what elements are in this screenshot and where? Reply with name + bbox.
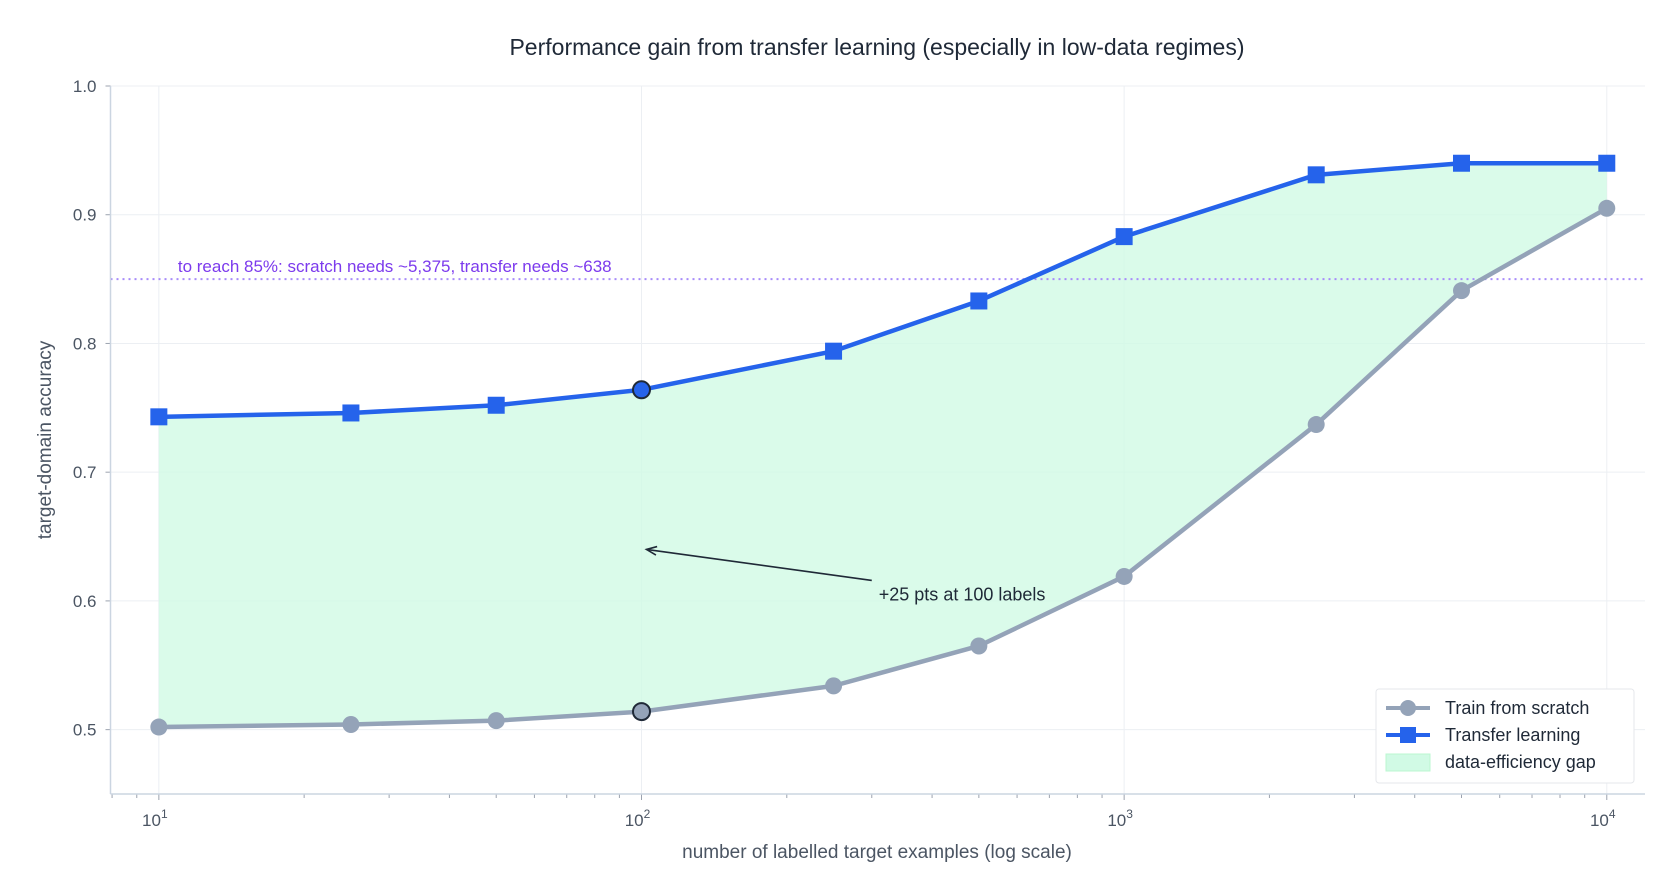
y-tick-label: 0.8 <box>73 334 97 353</box>
transfer-point <box>150 408 168 426</box>
x-tick-label: 102 <box>625 807 651 830</box>
transfer-point <box>1307 166 1325 184</box>
legend-transfer-label: Transfer learning <box>1445 725 1580 745</box>
annotation-arrow <box>646 548 872 582</box>
scratch-point <box>1452 282 1470 300</box>
series-line-transfer <box>158 160 1607 420</box>
y-tick-label: 0.7 <box>73 463 97 482</box>
highlight-marker <box>631 702 651 722</box>
scratch-point <box>342 715 360 733</box>
annotation-arrowhead <box>644 545 658 556</box>
scratch-point <box>487 712 505 730</box>
transfer-point <box>1115 228 1133 246</box>
x-tick-label: 104 <box>1590 807 1616 830</box>
y-axis-label: target-domain accuracy <box>35 340 56 539</box>
x-tick-label: 103 <box>1107 807 1133 830</box>
transfer-point <box>342 404 360 422</box>
transfer-point <box>825 342 843 360</box>
legend-box <box>1375 688 1635 784</box>
scratch-point <box>150 718 168 736</box>
series-layer <box>150 154 1616 736</box>
transfer-point <box>1452 154 1470 172</box>
chart-title: Performance gain from transfer learning … <box>509 34 1244 60</box>
scratch-point <box>825 677 843 695</box>
reference-line-label: to reach 85%: scratch needs ~5,375, tran… <box>178 257 612 276</box>
series-line-scratch <box>158 206 1608 730</box>
scratch-point <box>970 637 988 655</box>
transfer-point <box>1598 154 1616 172</box>
annotation: +25 pts at 100 labels <box>644 545 1046 604</box>
highlight-marker <box>631 380 651 400</box>
legend-gap-label: data-efficiency gap <box>1445 752 1596 772</box>
legend-scratch-label: Train from scratch <box>1445 698 1589 718</box>
x-tick-label: 101 <box>142 807 168 830</box>
data-efficiency-gap-fill <box>158 163 1607 728</box>
axes: 0.5 0.6 0.7 0.8 0.9 1.0 101 102 103 104 <box>73 77 1645 830</box>
transfer-point <box>970 292 988 310</box>
y-tick-label: 0.9 <box>73 206 97 225</box>
legend-transfer-marker <box>1400 727 1416 743</box>
x-axis-label: number of labelled target examples (log … <box>682 842 1072 863</box>
y-tick-label: 0.6 <box>73 592 97 611</box>
annotation-text: +25 pts at 100 labels <box>879 584 1046 604</box>
transfer-point <box>487 396 505 414</box>
legend-scratch-marker <box>1400 700 1416 716</box>
y-tick-label: 1.0 <box>73 77 97 96</box>
scratch-point <box>1115 567 1133 585</box>
scratch-point <box>1307 416 1325 434</box>
scratch-point <box>1598 199 1616 217</box>
legend-gap-swatch <box>1385 753 1431 772</box>
y-tick-label: 0.5 <box>73 721 97 740</box>
legend: Train from scratch Transfer learning dat… <box>1375 688 1635 784</box>
